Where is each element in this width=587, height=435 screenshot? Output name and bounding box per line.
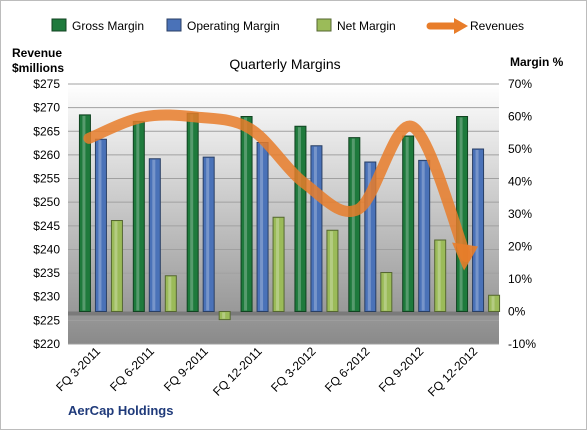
right-tick-label: 0% (508, 305, 526, 319)
chart-title: Quarterly Margins (229, 56, 340, 72)
source-label: AerCap Holdings (68, 403, 173, 418)
bar-highlight (98, 140, 102, 311)
left-tick-label: $220 (33, 337, 60, 351)
chart-floor (68, 311, 499, 316)
bar-highlight (383, 273, 387, 311)
bar-highlight (136, 122, 140, 311)
bar-highlight (329, 231, 333, 311)
bar-highlight (152, 159, 156, 311)
bar-highlight (297, 127, 301, 311)
bar-operating-margin-fq-9-2012 (418, 159, 431, 312)
bar-highlight (313, 146, 317, 311)
left-tick-label: $230 (33, 290, 60, 304)
left-axis-title-line1: Revenue (12, 46, 62, 60)
left-tick-label: $240 (33, 242, 60, 256)
legend-label-net-margin: Net Margin (337, 19, 396, 33)
bar-gross-margin-fq-6-2012 (348, 137, 361, 312)
bar-highlight (244, 117, 248, 311)
bar-highlight (114, 221, 118, 311)
left-tick-label: $275 (33, 77, 60, 91)
bar-highlight (190, 114, 194, 311)
legend-swatch-arrow (454, 18, 468, 34)
right-tick-label: -10% (508, 337, 536, 351)
bar-highlight (491, 296, 495, 311)
legend-swatch-gross-margin (51, 18, 67, 32)
right-tick-label: 50% (508, 142, 532, 156)
bar-highlight (475, 150, 479, 311)
bar-highlight (260, 143, 264, 311)
legend-swatch-net-margin (316, 18, 332, 32)
left-tick-label: $225 (33, 313, 60, 327)
right-tick-label: 30% (508, 207, 532, 221)
left-tick-label: $270 (33, 101, 60, 115)
legend-label-gross-margin: Gross Margin (72, 19, 144, 33)
bar-highlight (276, 218, 280, 311)
revenue-line (83, 109, 472, 263)
bar-highlight (459, 117, 463, 311)
bar-operating-margin-fq-6-2011 (148, 158, 161, 312)
right-tick-label: 20% (508, 240, 532, 254)
bar-highlight (351, 138, 355, 311)
bar-net-margin-fq-12-2011 (272, 216, 285, 312)
bar-gross-margin-fq-12-2011 (240, 116, 253, 312)
bar-net-margin-fq-3-2011 (110, 220, 123, 312)
bars-layer (78, 112, 501, 321)
bar-highlight (168, 276, 172, 311)
left-tick-label: $235 (33, 266, 60, 280)
bar-operating-margin-fq-3-2011 (94, 138, 107, 312)
bar-highlight (367, 163, 371, 311)
bar-highlight (206, 158, 210, 311)
left-tick-label: $260 (33, 148, 60, 162)
left-tick-label: $250 (33, 195, 60, 209)
legend: Gross Margin Operating Margin Net Margin Re… (51, 18, 524, 34)
bar-highlight (222, 312, 226, 319)
left-tick-label: $265 (33, 124, 60, 138)
bar-highlight (421, 161, 425, 311)
right-axis-ticks: -10% 0% 10% 20% 30% 40% 50% 60% 70% (508, 77, 536, 351)
right-tick-label: 70% (508, 77, 532, 91)
revenue-line-layer (83, 109, 479, 271)
left-axis-ticks: $220 $225 $230 $235 $240 $245 $250 $255 $260 $265… (33, 77, 60, 351)
bar-operating-margin-fq-12-2012 (472, 148, 485, 312)
bar-highlight (82, 115, 86, 311)
bar-net-margin-fq-12-2012 (488, 294, 501, 312)
right-axis-title: Margin % (510, 55, 564, 69)
right-tick-label: 10% (508, 272, 532, 286)
right-tick-label: 40% (508, 175, 532, 189)
bar-gross-margin-fq-3-2012 (294, 125, 307, 312)
left-tick-label: $245 (33, 219, 60, 233)
right-tick-label: 60% (508, 110, 532, 124)
bar-highlight (437, 241, 441, 311)
bar-net-margin-fq-9-2011 (218, 311, 231, 321)
bar-highlight (405, 137, 409, 311)
legend-label-operating-margin: Operating Margin (187, 19, 280, 33)
bar-net-margin-fq-6-2012 (380, 272, 393, 312)
left-axis-title-line2: $millions (12, 61, 64, 75)
bar-gross-margin-fq-9-2012 (402, 135, 415, 312)
bar-operating-margin-fq-9-2011 (202, 156, 215, 312)
bar-gross-margin-fq-3-2011 (78, 114, 91, 312)
revenue-arrowhead (452, 242, 479, 271)
floor-plane (68, 311, 499, 316)
bar-net-margin-fq-3-2012 (326, 229, 339, 312)
bar-operating-margin-fq-6-2012 (364, 161, 377, 312)
bar-net-margin-fq-6-2011 (164, 275, 177, 312)
legend-swatch-operating-margin (166, 18, 182, 32)
left-tick-label: $255 (33, 172, 60, 186)
legend-label-revenues: Revenues (470, 19, 524, 33)
bar-operating-margin-fq-3-2012 (310, 145, 323, 312)
bar-net-margin-fq-9-2012 (434, 239, 447, 312)
